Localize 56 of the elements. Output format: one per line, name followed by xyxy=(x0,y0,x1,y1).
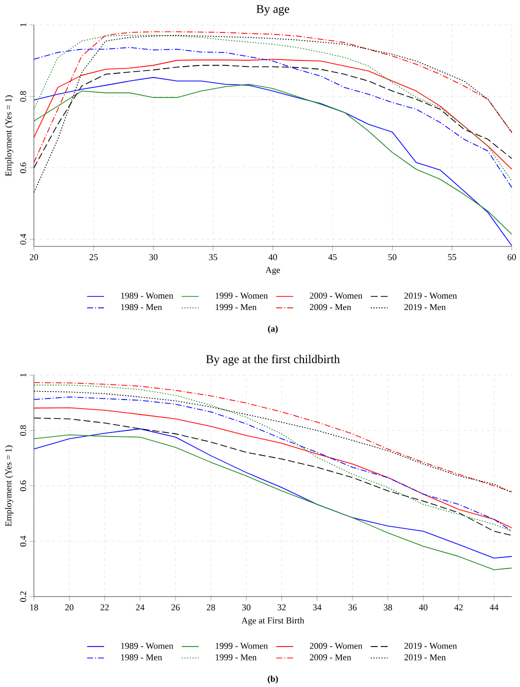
x-tick-label: 20 xyxy=(65,604,74,610)
legend-label: 2009 - Men xyxy=(310,304,352,310)
x-tick-label: 26 xyxy=(172,604,180,610)
chart-title: By age xyxy=(256,5,290,16)
x-tick-label: 28 xyxy=(207,604,216,610)
y-tick-label: 0.8 xyxy=(20,425,26,436)
chart-title: By age at the first childbirth xyxy=(206,354,340,366)
x-tick-label: 30 xyxy=(242,604,251,610)
legend-label: 1999 - Men xyxy=(216,304,257,310)
x-tick-label: 42 xyxy=(454,604,463,610)
legend-label: 2009 - Women xyxy=(310,292,363,299)
x-tick-label: 20 xyxy=(30,254,38,260)
legend-label: 2009 - Women xyxy=(310,642,363,649)
x-tick-label: 40 xyxy=(268,254,278,260)
x-tick-label: 44 xyxy=(490,604,499,610)
y-tick-label: 1 xyxy=(20,373,26,377)
x-tick-label: 30 xyxy=(150,254,158,260)
y-tick-label: 0.4 xyxy=(20,536,26,546)
legend-label: 1999 - Men xyxy=(216,654,257,660)
x-tick-label: 32 xyxy=(278,604,286,610)
y-tick-label: 1 xyxy=(20,23,26,26)
legend-label: 1989 - Men xyxy=(121,304,162,310)
legend-label: 1999 - Women xyxy=(216,642,268,649)
y-tick-label: 0.6 xyxy=(20,162,26,174)
text: (a) xyxy=(268,325,278,334)
legend-label: 2019 - Women xyxy=(404,292,458,299)
x-tick-label: 50 xyxy=(388,254,397,260)
x-tick-label: 18 xyxy=(30,604,38,610)
legend-label: 2019 - Women xyxy=(404,642,458,649)
legend-label: 2019 - Men xyxy=(404,654,446,660)
x-tick-label: 24 xyxy=(136,604,145,610)
legend-label: 1999 - Women xyxy=(216,292,268,299)
x-axis-title: Age at First Birth xyxy=(242,617,304,626)
legend-label: 2009 - Men xyxy=(310,654,352,660)
x-tick-label: 40 xyxy=(419,604,428,610)
y-tick-label: 0.8 xyxy=(20,91,26,102)
legend-label: 1989 - Women xyxy=(121,292,174,299)
legend-label: 2019 - Men xyxy=(404,304,446,310)
y-tick-label: 0.4 xyxy=(20,234,26,245)
x-tick-label: 36 xyxy=(348,604,357,610)
y-axis-title: Employment (Yes = 1) xyxy=(5,446,14,526)
x-tick-label: 22 xyxy=(100,604,109,610)
x-tick-label: 35 xyxy=(209,254,218,260)
y-tick-label: 0.2 xyxy=(20,591,26,602)
x-tick-label: 55 xyxy=(448,254,456,260)
y-axis-title: Employment (Yes = 1) xyxy=(5,95,14,176)
x-tick-label: 38 xyxy=(384,604,392,610)
legend-label: 1989 - Women xyxy=(121,642,174,649)
x-axis-title: Age xyxy=(266,267,280,275)
x-tick-label: 45 xyxy=(328,254,337,260)
x-tick-label: 34 xyxy=(313,604,322,610)
legend-label: 1989 - Men xyxy=(121,654,162,660)
y-tick-label: 0.6 xyxy=(20,480,26,492)
x-tick-label: 25 xyxy=(90,254,98,260)
text: (b) xyxy=(268,676,278,684)
x-tick-label: 60 xyxy=(508,254,516,260)
